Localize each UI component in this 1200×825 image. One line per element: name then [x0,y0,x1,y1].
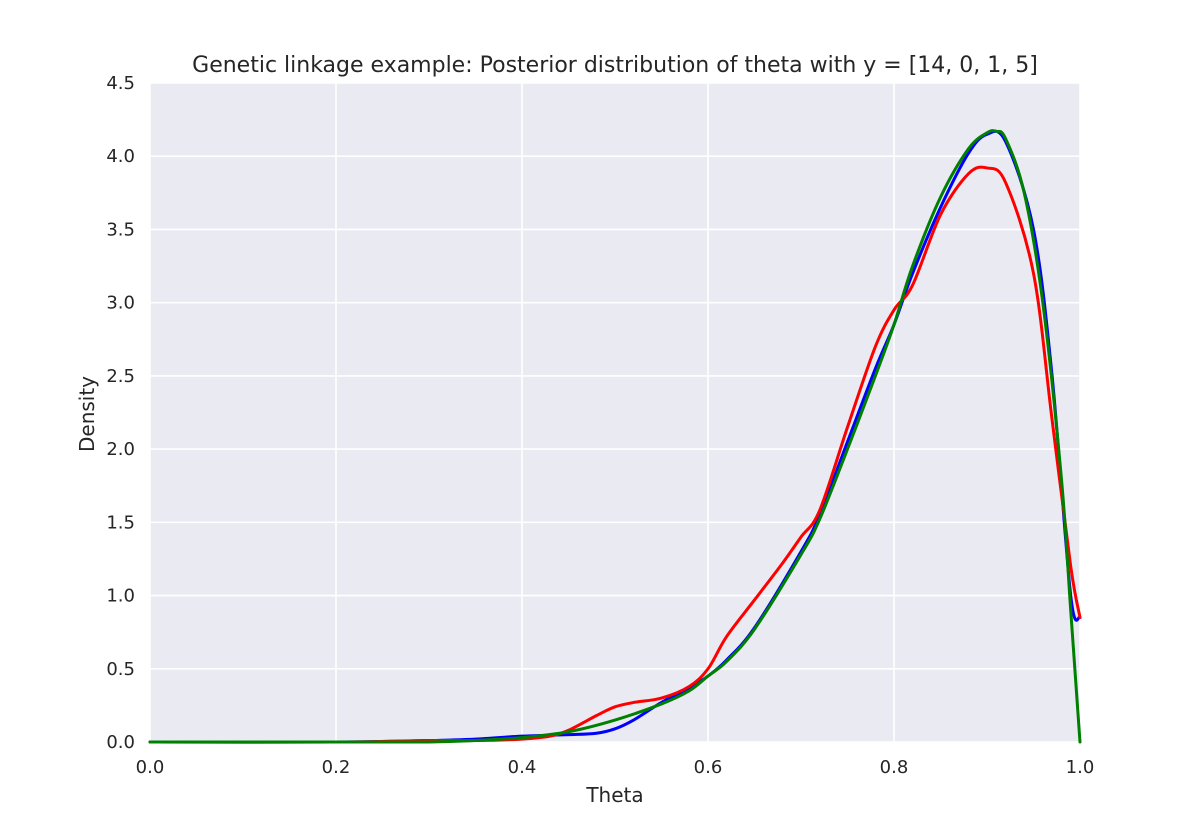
x-tick-label: 1.0 [1066,757,1095,778]
y-tick-label: 4.0 [106,146,135,167]
y-gridlines [150,82,1080,743]
y-tick-label: 1.5 [106,512,135,533]
y-tick-label: 4.5 [106,73,135,94]
y-tick-label: 0.0 [106,732,135,753]
x-axis-label: Theta [585,783,643,807]
x-tick-labels: 0.0 0.2 0.4 0.6 0.8 1.0 [136,757,1095,778]
plot-area [150,83,1080,742]
y-tick-label: 3.5 [106,219,135,240]
x-gridlines [149,83,1081,742]
series-line-2 [148,165,1082,744]
x-tick-label: 0.4 [508,757,537,778]
y-axis-label: Density [75,376,99,452]
x-tick-label: 0.0 [136,757,165,778]
y-tick-label: 2.5 [106,366,135,387]
y-tick-label: 1.0 [106,586,135,607]
x-tick-label: 0.6 [694,757,723,778]
series-group [148,129,1082,744]
chart-title: Genetic linkage example: Posterior distr… [192,53,1038,78]
series-line-3 [148,129,1082,744]
y-tick-label: 0.5 [106,659,135,680]
y-tick-label: 2.0 [106,439,135,460]
x-tick-label: 0.8 [880,757,909,778]
y-tick-labels: 0.0 0.5 1.0 1.5 2.0 2.5 3.0 3.5 4.0 4.5 [106,73,135,753]
y-tick-label: 3.0 [106,293,135,314]
x-tick-label: 0.2 [322,757,351,778]
